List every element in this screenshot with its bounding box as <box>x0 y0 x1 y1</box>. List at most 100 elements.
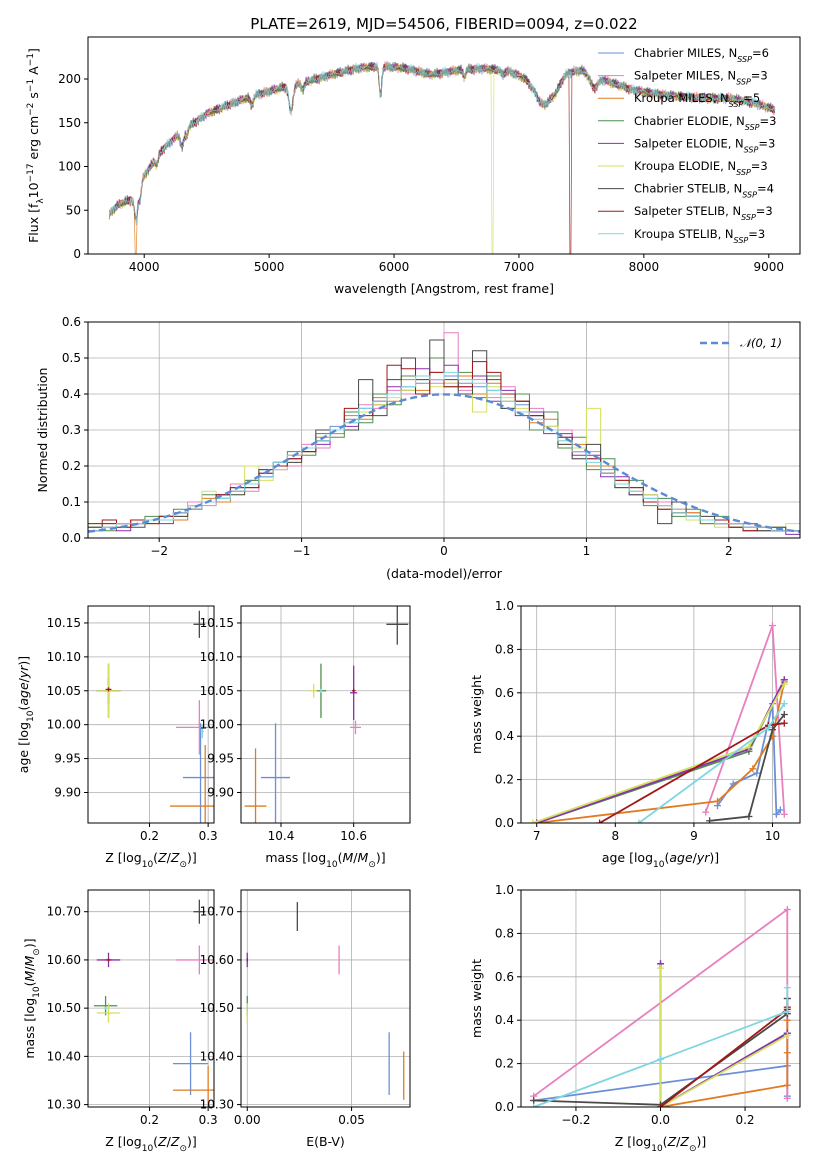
axes-frame <box>87 889 215 1108</box>
y-tick-label: 0.0 <box>495 1100 514 1114</box>
legend-label-salpeter-elodie: Salpeter ELODIE, NSSP=3 <box>634 136 775 154</box>
weight-marker-kroupa-elodie <box>780 680 788 688</box>
mass-weight-vs-metallicity-panel: −0.2 0.0 0.2 0.0 0.2 0.4 0.6 0.8 1.0 Z [log10(Z/Z… <box>469 883 801 1154</box>
y-tick-label: 0.6 <box>495 970 514 984</box>
y-tick-label: 10.30 <box>47 1098 81 1112</box>
y-axis-label: mass weight <box>469 959 484 1038</box>
mass-vs-extinction-panel: 0.00 0.05 10.30 10.40 10.50 10.60 10.70 E(B-V) <box>200 889 411 1149</box>
y-tick-label: 0.6 <box>495 686 514 700</box>
spectrum-series-group <box>108 60 776 254</box>
x-tick-label: 0.2 <box>140 1113 159 1127</box>
x-tick-label: 0.3 <box>199 829 218 843</box>
y-tick-label: 10.50 <box>200 1001 234 1015</box>
age-vs-metallicity-panel: 0.2 0.3 9.90 9.95 10.00 10.05 10.10 10.15 Z [log… <box>16 605 218 870</box>
errorbar-point-salpeter-stelib <box>105 687 112 692</box>
axes-frame <box>520 605 801 824</box>
y-tick-label: 0.2 <box>62 459 81 473</box>
x-tick-label: 8 <box>611 829 619 843</box>
weight-line-kroupa-elodie <box>532 683 786 823</box>
axes-frame <box>520 889 801 1108</box>
errorbar-point-salpeter-miles <box>350 720 361 735</box>
y-tick-label: 50 <box>66 203 81 217</box>
y-tick-label: 10.50 <box>47 1001 81 1015</box>
histogram-group <box>88 332 800 538</box>
x-tick-label: 9000 <box>753 260 784 274</box>
y-tick-label: 0.2 <box>495 773 514 787</box>
x-tick-label: 10.4 <box>268 829 295 843</box>
weight-marker-salpeter-miles <box>702 808 710 816</box>
errorbar-point-salpeter-miles <box>175 945 214 975</box>
weight-marker-kroupa-stelib <box>780 700 788 708</box>
weight-marker-chabrier-stelib <box>706 817 714 823</box>
x-axis-label: E(B-V) <box>306 1134 345 1149</box>
errorbar-point-chabrier-elodie <box>93 996 118 1016</box>
errorbar-point-kroupa-miles <box>172 1066 214 1107</box>
errorbar-point-kroupa-stelib <box>103 1006 108 1010</box>
weight-lines-group <box>530 906 791 1107</box>
x-tick-label: 0.00 <box>234 1113 261 1127</box>
y-tick-label: 10.70 <box>200 905 234 919</box>
x-tick-label: −1 <box>293 544 311 558</box>
y-tick-label: 10.05 <box>200 684 234 698</box>
x-axis-label: mass [log10(M/M⊙)] <box>265 850 385 870</box>
x-axis-label: wavelength [Angstrom, rest frame] <box>334 281 554 296</box>
x-axis-label: Z [log10(Z/Z⊙)] <box>105 850 197 870</box>
legend-label-chabrier-stelib: Chabrier STELIB, NSSP=4 <box>634 182 774 200</box>
weight-marker-salpeter-miles <box>780 810 788 818</box>
y-tick-label: 0 <box>73 247 81 261</box>
y-tick-label: 0.8 <box>495 926 514 940</box>
weight-marker-kroupa-elodie <box>657 964 664 972</box>
legend-label-normal: 𝒩(0, 1) <box>740 336 782 350</box>
y-axis-label: age [log10(age/yr)] <box>16 656 36 773</box>
errorbar-point-chabrier-stelib <box>193 610 206 638</box>
axes-frame <box>87 321 801 539</box>
weight-marker-kroupa-stelib <box>657 1055 664 1063</box>
y-tick-label: 0.0 <box>495 816 514 830</box>
y-axis-label: mass [log10(M/M⊙)] <box>22 938 42 1058</box>
y-tick-label: 10.15 <box>200 616 234 630</box>
x-axis-label: Z [log10(Z/Z⊙)] <box>615 1134 707 1154</box>
weight-marker-salpeter-elodie <box>533 819 541 823</box>
errorbar-point-chabrier-miles <box>172 1032 209 1095</box>
y-tick-label: 0.5 <box>62 351 81 365</box>
errorbar-point-kroupa-miles <box>170 745 214 823</box>
weight-marker-kroupa-stelib <box>783 1008 791 1016</box>
weight-marker-chabrier-stelib <box>745 812 753 820</box>
x-tick-label: 8000 <box>629 260 660 274</box>
axes-frame <box>240 889 411 1108</box>
y-tick-label: 0.4 <box>62 387 81 401</box>
weight-marker-salpeter-miles <box>783 1094 791 1102</box>
y-tick-label: 200 <box>58 72 81 86</box>
y-tick-label: 10.60 <box>200 953 234 967</box>
x-tick-label: 9 <box>690 829 698 843</box>
residuals-panel: −2 −1 0 1 2 0.0 0.1 0.2 0.3 0.4 0.5 0.6 𝒩(0, 1) (data… <box>35 315 801 581</box>
x-tick-label: 10.6 <box>340 829 367 843</box>
spectrum-line-kroupa-elodie <box>108 62 776 254</box>
errorbar-point-kroupa-miles <box>244 748 267 823</box>
weight-line-kroupa-elodie <box>659 968 788 1107</box>
y-tick-label: 0.4 <box>495 729 514 743</box>
x-tick-label: 6000 <box>379 260 410 274</box>
legend-label-kroupa-stelib: Kroupa STELIB, NSSP=3 <box>634 227 765 245</box>
errorbar-group <box>246 902 405 1100</box>
weight-marker-kroupa-stelib <box>530 1103 538 1107</box>
y-tick-label: 9.90 <box>54 785 81 799</box>
weight-marker-chabrier-miles <box>776 806 784 814</box>
y-tick-label: 1.0 <box>495 883 514 897</box>
mass-weight-vs-age-panel: 7 8 9 10 0.0 0.2 0.4 0.6 0.8 1.0 age [log10(age/yr… <box>469 599 801 870</box>
x-tick-label: −2 <box>150 544 168 558</box>
x-axis-label: (data-model)/error <box>386 566 503 581</box>
y-tick-label: 10.60 <box>47 953 81 967</box>
weight-marker-chabrier-stelib <box>530 1096 538 1104</box>
weight-marker-kroupa-elodie <box>783 1031 791 1039</box>
y-tick-label: 0.6 <box>62 315 81 329</box>
errorbar-point-salpeter-miles <box>175 700 214 755</box>
y-tick-label: 10.00 <box>200 718 234 732</box>
y-tick-label: 10.05 <box>47 684 81 698</box>
y-axis-label: Flux [fλ10−17 erg cm−2 s−1 A−1] <box>26 48 46 243</box>
weight-marker-salpeter-miles <box>768 622 776 630</box>
x-tick-label: 0.0 <box>651 1113 670 1127</box>
weight-marker-chabrier-stelib <box>768 726 776 734</box>
age-vs-mass-panel: 10.4 10.6 9.90 9.95 10.00 10.05 10.10 10.15 mass… <box>200 605 411 870</box>
